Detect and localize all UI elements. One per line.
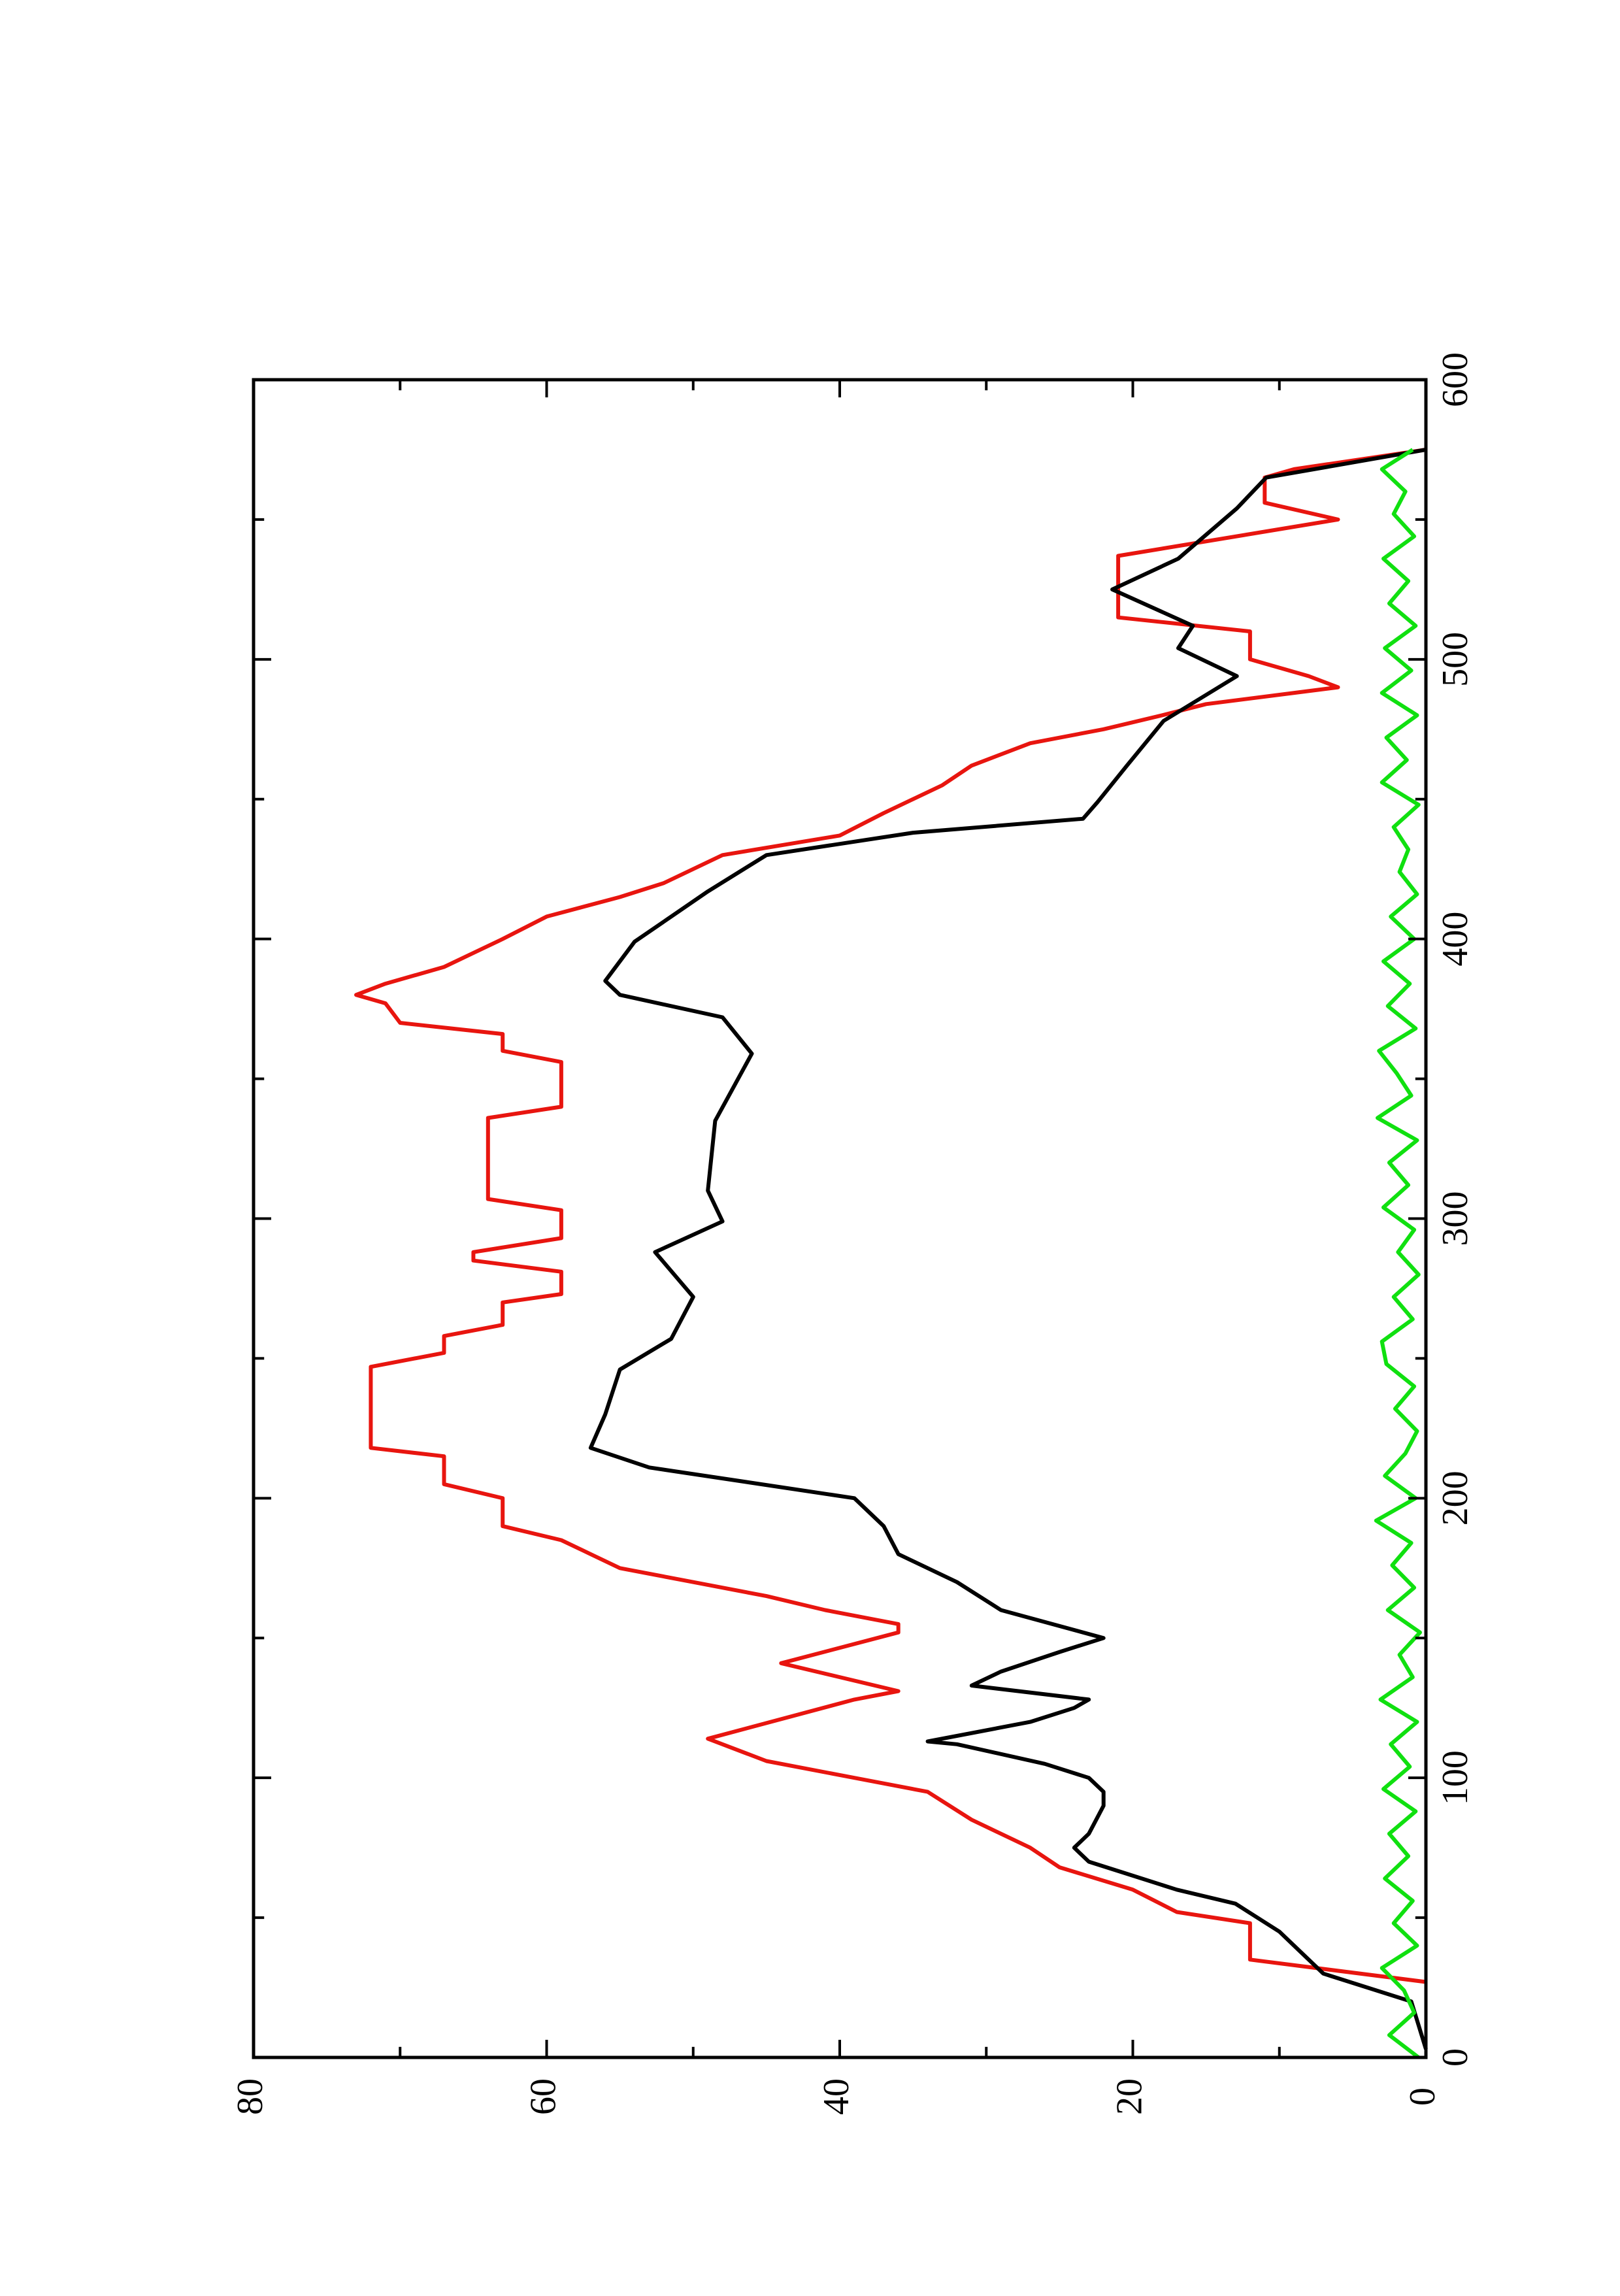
y-tick-label: 20 — [1109, 2078, 1149, 2115]
x-tick-label: 400 — [1435, 912, 1476, 967]
y-tick-label: 60 — [523, 2078, 563, 2115]
series-line — [588, 448, 1428, 2050]
y-tick-label: 40 — [816, 2078, 857, 2115]
y-tick-label: 0 — [1402, 2088, 1443, 2106]
x-tick-label: 200 — [1435, 1471, 1476, 1525]
x-tick-label: 600 — [1435, 352, 1476, 407]
x-tick-label: 300 — [1435, 1191, 1476, 1246]
y-tick-label: 80 — [230, 2078, 271, 2115]
x-tick-label: 100 — [1435, 1750, 1476, 1805]
series-line — [1374, 448, 1422, 2059]
x-tick-label: 0 — [1435, 2048, 1476, 2067]
x-tick-label: 500 — [1435, 632, 1476, 687]
series-line — [354, 448, 1427, 1984]
